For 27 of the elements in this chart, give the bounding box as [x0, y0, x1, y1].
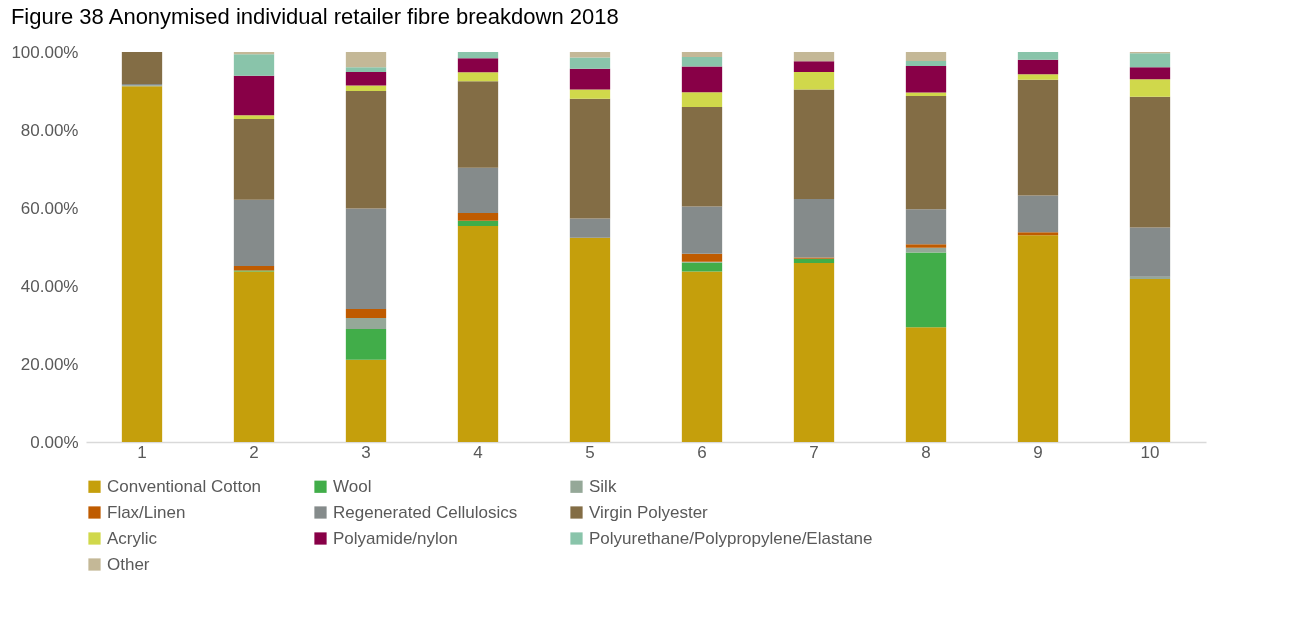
- legend-label: Acrylic: [107, 528, 158, 548]
- x-tick-label: 8: [921, 442, 931, 462]
- legend-label: Regenerated Cellulosics: [333, 502, 518, 522]
- legend-label: Wool: [333, 476, 372, 496]
- legend-label: Polyurethane/Polypropylene/Elastane: [589, 528, 873, 548]
- x-tick-label: 3: [361, 442, 371, 462]
- x-tick-label: 4: [473, 442, 483, 462]
- x-tick-label: 7: [809, 442, 819, 462]
- y-tick-label: 20.00%: [20, 354, 79, 374]
- x-tick-label: 5: [585, 442, 595, 462]
- y-tick-label: 40.00%: [20, 276, 79, 296]
- x-tick-label: 6: [697, 442, 707, 462]
- x-tick-label: 1: [137, 442, 147, 462]
- legend-label: Conventional Cotton: [107, 476, 262, 496]
- legend-label: Flax/Linen: [107, 502, 186, 522]
- legend-label: Virgin Polyester: [589, 502, 709, 522]
- legend-label: Polyamide/nylon: [333, 528, 458, 548]
- x-tick-label: 9: [1033, 442, 1043, 462]
- x-tick-label: 2: [249, 442, 259, 462]
- x-tick-label: 10: [1140, 442, 1160, 462]
- y-tick-label: 0.00%: [30, 432, 79, 452]
- legend-label: Other: [107, 554, 150, 574]
- y-tick-label: 100.00%: [11, 42, 79, 62]
- legend-label: Silk: [589, 476, 617, 496]
- y-tick-label: 60.00%: [20, 198, 79, 218]
- chart-title: Figure 38 Anonymised individual retailer fibre breakdown 2018: [10, 4, 619, 29]
- y-tick-label: 80.00%: [20, 120, 79, 140]
